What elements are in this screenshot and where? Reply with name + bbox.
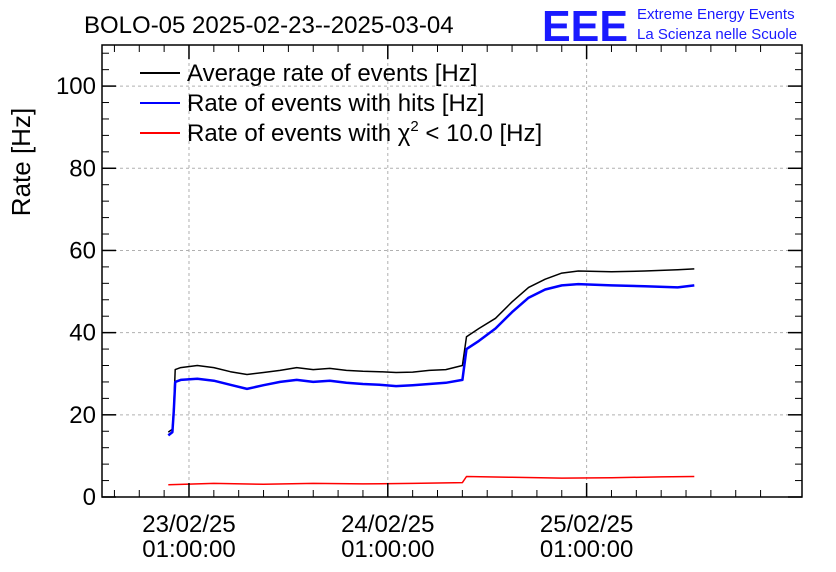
- y-tick-label: 20: [69, 402, 96, 429]
- x-tick-label-time: 01:00:00: [341, 536, 434, 563]
- x-tick-label-time: 01:00:00: [540, 536, 633, 563]
- legend-chi2-symbol: χ: [398, 120, 411, 147]
- y-tick-label: 0: [83, 484, 96, 511]
- legend-chi2-suffix: < 10.0 [Hz]: [419, 120, 542, 147]
- y-tick-label: 100: [56, 73, 96, 100]
- x-tick-label-date: 23/02/25: [142, 511, 235, 538]
- chart-title: BOLO-05 2025-02-23--2025-03-04: [84, 12, 454, 39]
- y-axis-title: Rate [Hz]: [6, 108, 36, 216]
- eee-logo-mark: EEE: [542, 2, 628, 51]
- x-tick-label-date: 24/02/25: [341, 511, 434, 538]
- x-ticks: 23/02/2501:00:0024/02/2501:00:0025/02/25…: [113, 45, 762, 563]
- x-tick-label-time: 01:00:00: [142, 536, 235, 563]
- series-hits-rate: [167, 282, 695, 437]
- grid: [102, 45, 802, 497]
- y-tick-label: 40: [69, 320, 96, 347]
- legend-chi2-prefix: Rate of events with: [187, 120, 398, 147]
- y-tick-label: 80: [69, 155, 96, 182]
- legend: Average rate of events [Hz] Rate of even…: [140, 60, 542, 147]
- x-tick-label-date: 25/02/25: [540, 511, 633, 538]
- legend-label-chi2: Rate of events with χ2 < 10.0 [Hz]: [187, 118, 542, 147]
- legend-label-average: Average rate of events [Hz]: [187, 60, 477, 87]
- eee-logo-line2: La Scienza nelle Scuole: [637, 26, 797, 43]
- y-ticks: 0 20 40 60 80 100: [56, 52, 802, 511]
- plot-frame: [101, 44, 803, 498]
- y-tick-label: 60: [69, 237, 96, 264]
- eee-logo: EEE Extreme Energy Events La Scienza nel…: [542, 2, 797, 51]
- legend-label-hits: Rate of events with hits [Hz]: [187, 90, 484, 117]
- series-chi2-rate: [168, 475, 695, 486]
- eee-logo-line1: Extreme Energy Events: [637, 6, 795, 23]
- legend-chi2-sup: 2: [410, 118, 418, 135]
- series-average-rate: [167, 268, 695, 433]
- series-layer: [167, 268, 695, 486]
